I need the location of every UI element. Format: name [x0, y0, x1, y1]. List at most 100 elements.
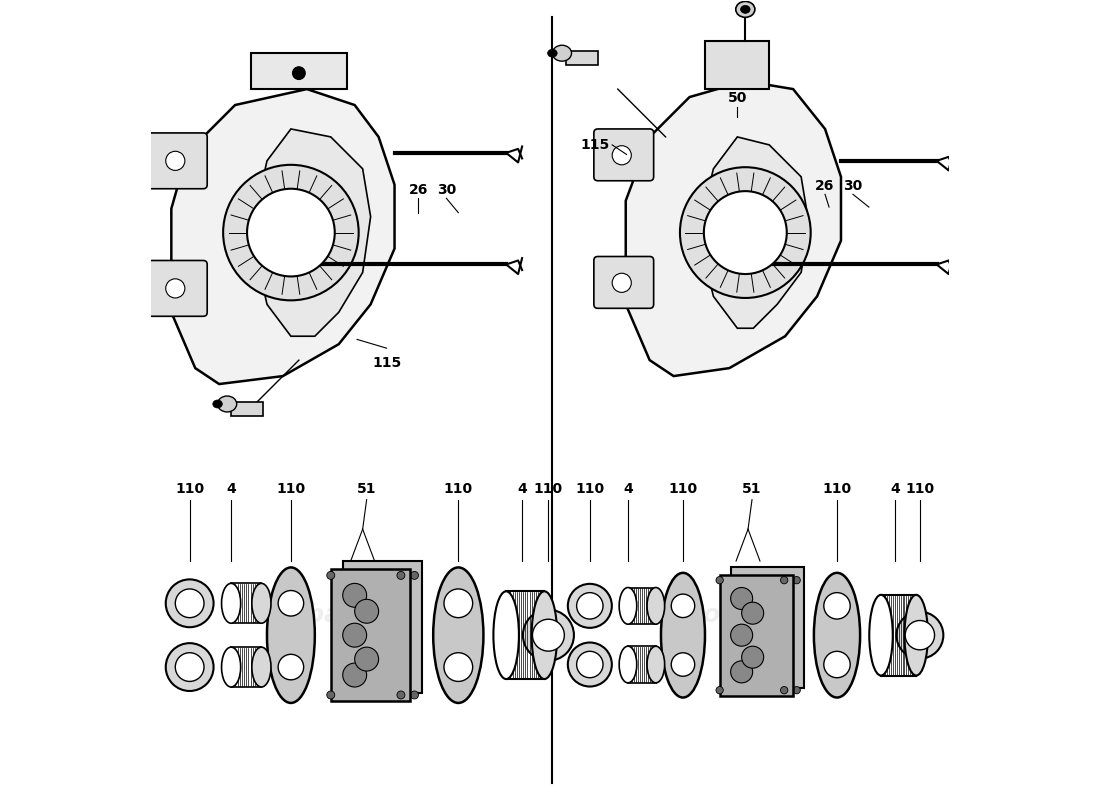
- Bar: [331, 570, 410, 701]
- Ellipse shape: [531, 591, 558, 679]
- Bar: [628, 587, 656, 624]
- Ellipse shape: [343, 623, 366, 647]
- Bar: [231, 583, 262, 623]
- Text: 26: 26: [815, 178, 835, 193]
- FancyBboxPatch shape: [143, 133, 207, 189]
- Text: 115: 115: [581, 138, 609, 152]
- Text: 110: 110: [823, 482, 851, 496]
- Ellipse shape: [397, 691, 405, 699]
- Ellipse shape: [661, 573, 705, 698]
- Text: 51: 51: [742, 482, 762, 496]
- Ellipse shape: [343, 583, 366, 607]
- Text: europarts: europarts: [657, 603, 794, 627]
- Bar: [251, 54, 346, 89]
- Ellipse shape: [613, 274, 631, 292]
- Bar: [231, 647, 262, 687]
- Ellipse shape: [343, 663, 366, 687]
- Text: 110: 110: [175, 482, 205, 496]
- Ellipse shape: [793, 577, 801, 584]
- Text: 115: 115: [372, 356, 402, 370]
- Ellipse shape: [381, 649, 400, 670]
- Ellipse shape: [252, 647, 271, 687]
- FancyBboxPatch shape: [594, 257, 653, 308]
- Ellipse shape: [744, 662, 762, 682]
- Ellipse shape: [494, 591, 519, 679]
- Ellipse shape: [444, 653, 473, 682]
- Ellipse shape: [766, 604, 784, 622]
- Ellipse shape: [356, 665, 377, 686]
- Text: europarts: europarts: [222, 229, 360, 253]
- Ellipse shape: [221, 647, 241, 687]
- Ellipse shape: [619, 587, 637, 624]
- Ellipse shape: [814, 573, 860, 698]
- Text: 50: 50: [728, 91, 747, 105]
- Ellipse shape: [766, 648, 784, 666]
- Ellipse shape: [568, 642, 612, 686]
- Ellipse shape: [354, 647, 378, 671]
- Polygon shape: [705, 42, 769, 89]
- Ellipse shape: [218, 396, 236, 412]
- Text: 4: 4: [227, 482, 236, 496]
- Ellipse shape: [704, 191, 786, 274]
- Ellipse shape: [793, 686, 801, 694]
- Ellipse shape: [175, 589, 204, 618]
- Text: 4: 4: [891, 482, 900, 496]
- Ellipse shape: [548, 50, 558, 57]
- Ellipse shape: [869, 595, 893, 675]
- Ellipse shape: [730, 661, 752, 683]
- Ellipse shape: [576, 651, 603, 678]
- Ellipse shape: [433, 567, 483, 703]
- Ellipse shape: [356, 585, 377, 606]
- Bar: [506, 591, 544, 679]
- Text: 26: 26: [409, 182, 428, 197]
- Ellipse shape: [223, 165, 359, 300]
- Ellipse shape: [741, 646, 763, 668]
- Ellipse shape: [730, 624, 752, 646]
- Ellipse shape: [824, 651, 850, 678]
- Bar: [343, 562, 422, 693]
- Ellipse shape: [175, 653, 204, 682]
- Ellipse shape: [343, 691, 351, 699]
- Ellipse shape: [736, 2, 755, 18]
- Ellipse shape: [896, 612, 944, 658]
- Ellipse shape: [444, 589, 473, 618]
- Ellipse shape: [781, 577, 788, 584]
- Ellipse shape: [904, 595, 928, 675]
- FancyBboxPatch shape: [594, 129, 653, 181]
- Text: 30: 30: [437, 182, 456, 197]
- Bar: [628, 646, 656, 683]
- Polygon shape: [626, 81, 842, 376]
- Ellipse shape: [267, 567, 315, 703]
- Ellipse shape: [356, 625, 377, 646]
- Ellipse shape: [576, 593, 603, 619]
- Ellipse shape: [905, 621, 935, 650]
- Ellipse shape: [744, 626, 762, 645]
- Ellipse shape: [647, 646, 664, 683]
- Ellipse shape: [410, 691, 418, 699]
- Ellipse shape: [781, 686, 788, 694]
- Polygon shape: [251, 129, 371, 336]
- Ellipse shape: [166, 279, 185, 298]
- Ellipse shape: [278, 654, 304, 680]
- Ellipse shape: [671, 653, 695, 676]
- Ellipse shape: [327, 691, 334, 699]
- Text: 110: 110: [443, 482, 473, 496]
- Text: europarts: europarts: [242, 603, 380, 627]
- Text: 110: 110: [669, 482, 697, 496]
- Ellipse shape: [410, 571, 418, 579]
- Ellipse shape: [730, 577, 738, 584]
- Ellipse shape: [680, 167, 811, 298]
- Text: europarts: europarts: [657, 229, 794, 253]
- Ellipse shape: [613, 146, 631, 165]
- Text: 30: 30: [844, 178, 862, 193]
- Ellipse shape: [716, 686, 724, 694]
- Bar: [730, 567, 804, 688]
- Ellipse shape: [221, 583, 241, 623]
- Bar: [231, 402, 263, 416]
- Ellipse shape: [552, 46, 572, 61]
- Ellipse shape: [381, 601, 400, 622]
- Ellipse shape: [278, 590, 304, 616]
- Text: 51: 51: [356, 482, 376, 496]
- Text: 110: 110: [905, 482, 934, 496]
- Ellipse shape: [166, 643, 213, 691]
